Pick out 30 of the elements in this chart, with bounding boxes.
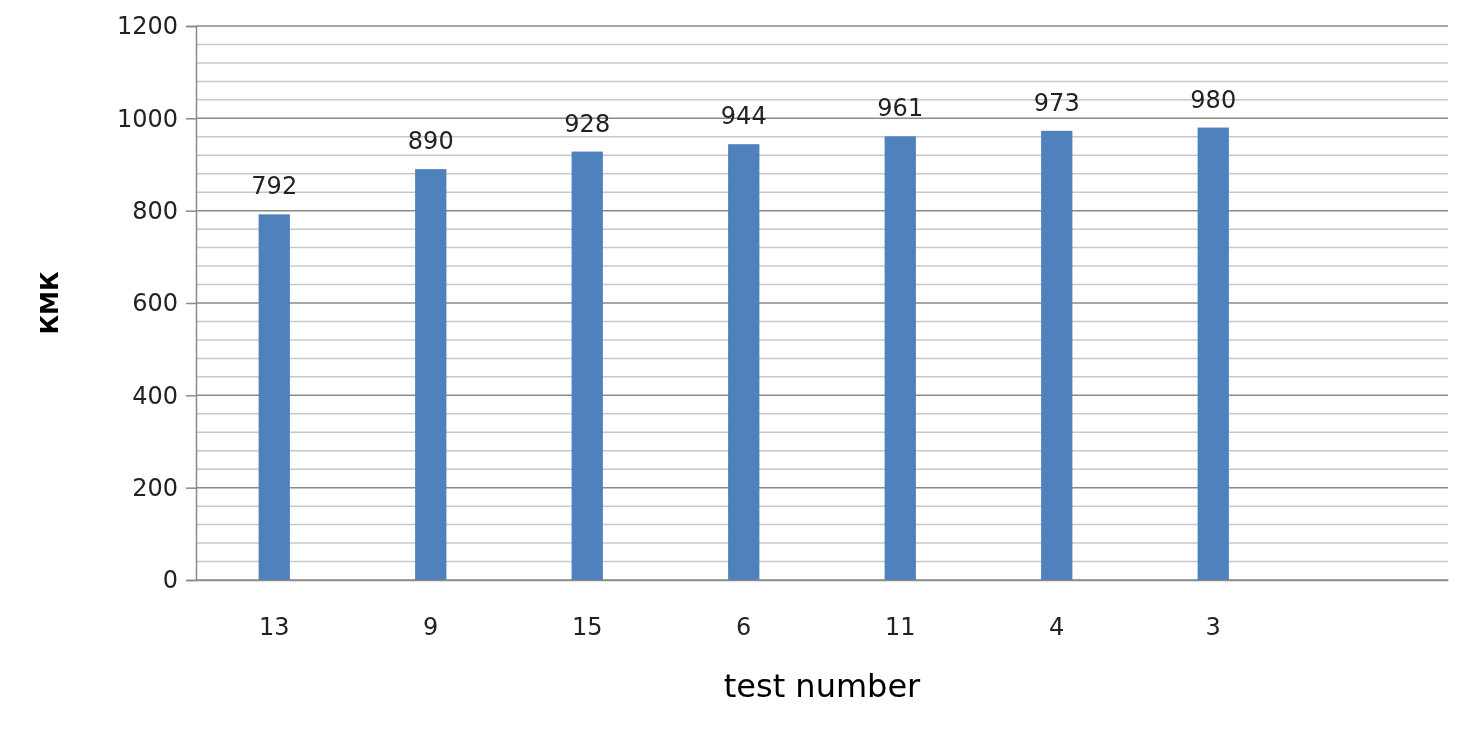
x-tick-label: 15 [571, 613, 603, 642]
y-tick-label: 800 [132, 196, 178, 225]
bar [258, 214, 290, 580]
y-tick-label: 1000 [116, 104, 178, 133]
bar [415, 169, 447, 580]
y-tick-label: 1200 [116, 12, 178, 41]
x-tick-label: 3 [1205, 613, 1221, 642]
data-label: 928 [564, 109, 611, 138]
bar [1197, 127, 1229, 580]
x-axis-title: test number [723, 667, 922, 705]
y-tick-label: 400 [132, 381, 178, 410]
y-tick-label: 200 [132, 473, 178, 502]
data-label: 973 [1033, 88, 1080, 117]
x-tick-label: 13 [258, 613, 290, 642]
data-label: 944 [720, 102, 767, 131]
x-tick-label: 9 [423, 613, 439, 642]
x-tick-label: 11 [884, 613, 916, 642]
data-label: 890 [407, 127, 454, 156]
data-label: 980 [1190, 85, 1237, 114]
bar [884, 136, 916, 580]
bar [728, 144, 760, 580]
y-tick-label: 600 [132, 289, 178, 318]
bar [571, 151, 603, 580]
x-tick-label: 6 [736, 613, 752, 642]
data-label: 961 [877, 94, 924, 123]
x-tick-label: 4 [1049, 613, 1065, 642]
bar [1041, 130, 1073, 580]
data-label: 792 [251, 172, 298, 201]
y-axis-title: КМК [36, 271, 64, 335]
y-tick-label: 0 [162, 566, 178, 595]
